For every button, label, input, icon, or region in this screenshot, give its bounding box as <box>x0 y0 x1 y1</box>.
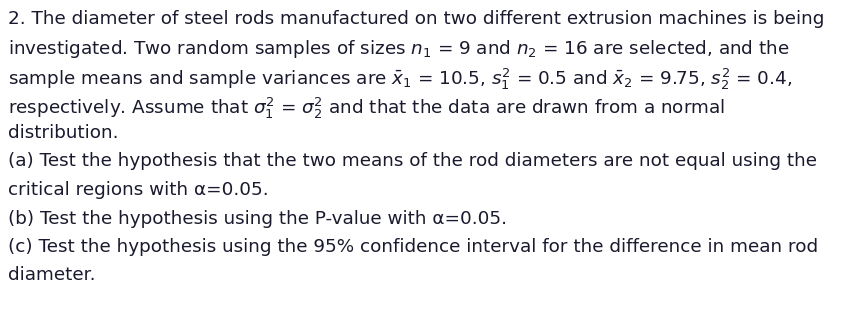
Text: critical regions with α=0.05.: critical regions with α=0.05. <box>8 181 268 199</box>
Text: (c) Test the hypothesis using the 95% confidence interval for the difference in : (c) Test the hypothesis using the 95% co… <box>8 238 818 256</box>
Text: sample means and sample variances are $\bar{x}_1$ = 10.5, $s_1^2$ = 0.5 and $\ba: sample means and sample variances are $\… <box>8 67 792 92</box>
Text: (a) Test the hypothesis that the two means of the rod diameters are not equal us: (a) Test the hypothesis that the two mea… <box>8 152 817 170</box>
Text: distribution.: distribution. <box>8 124 119 142</box>
Text: investigated. Two random samples of sizes $n_1$ = 9 and $n_2$ = 16 are selected,: investigated. Two random samples of size… <box>8 39 789 60</box>
Text: 2. The diameter of steel rods manufactured on two different extrusion machines i: 2. The diameter of steel rods manufactur… <box>8 10 825 28</box>
Text: respectively. Assume that $\sigma_1^2$ = $\sigma_2^2$ and that the data are draw: respectively. Assume that $\sigma_1^2$ =… <box>8 95 725 121</box>
Text: diameter.: diameter. <box>8 267 95 284</box>
Text: (b) Test the hypothesis using the P-value with α=0.05.: (b) Test the hypothesis using the P-valu… <box>8 210 507 228</box>
